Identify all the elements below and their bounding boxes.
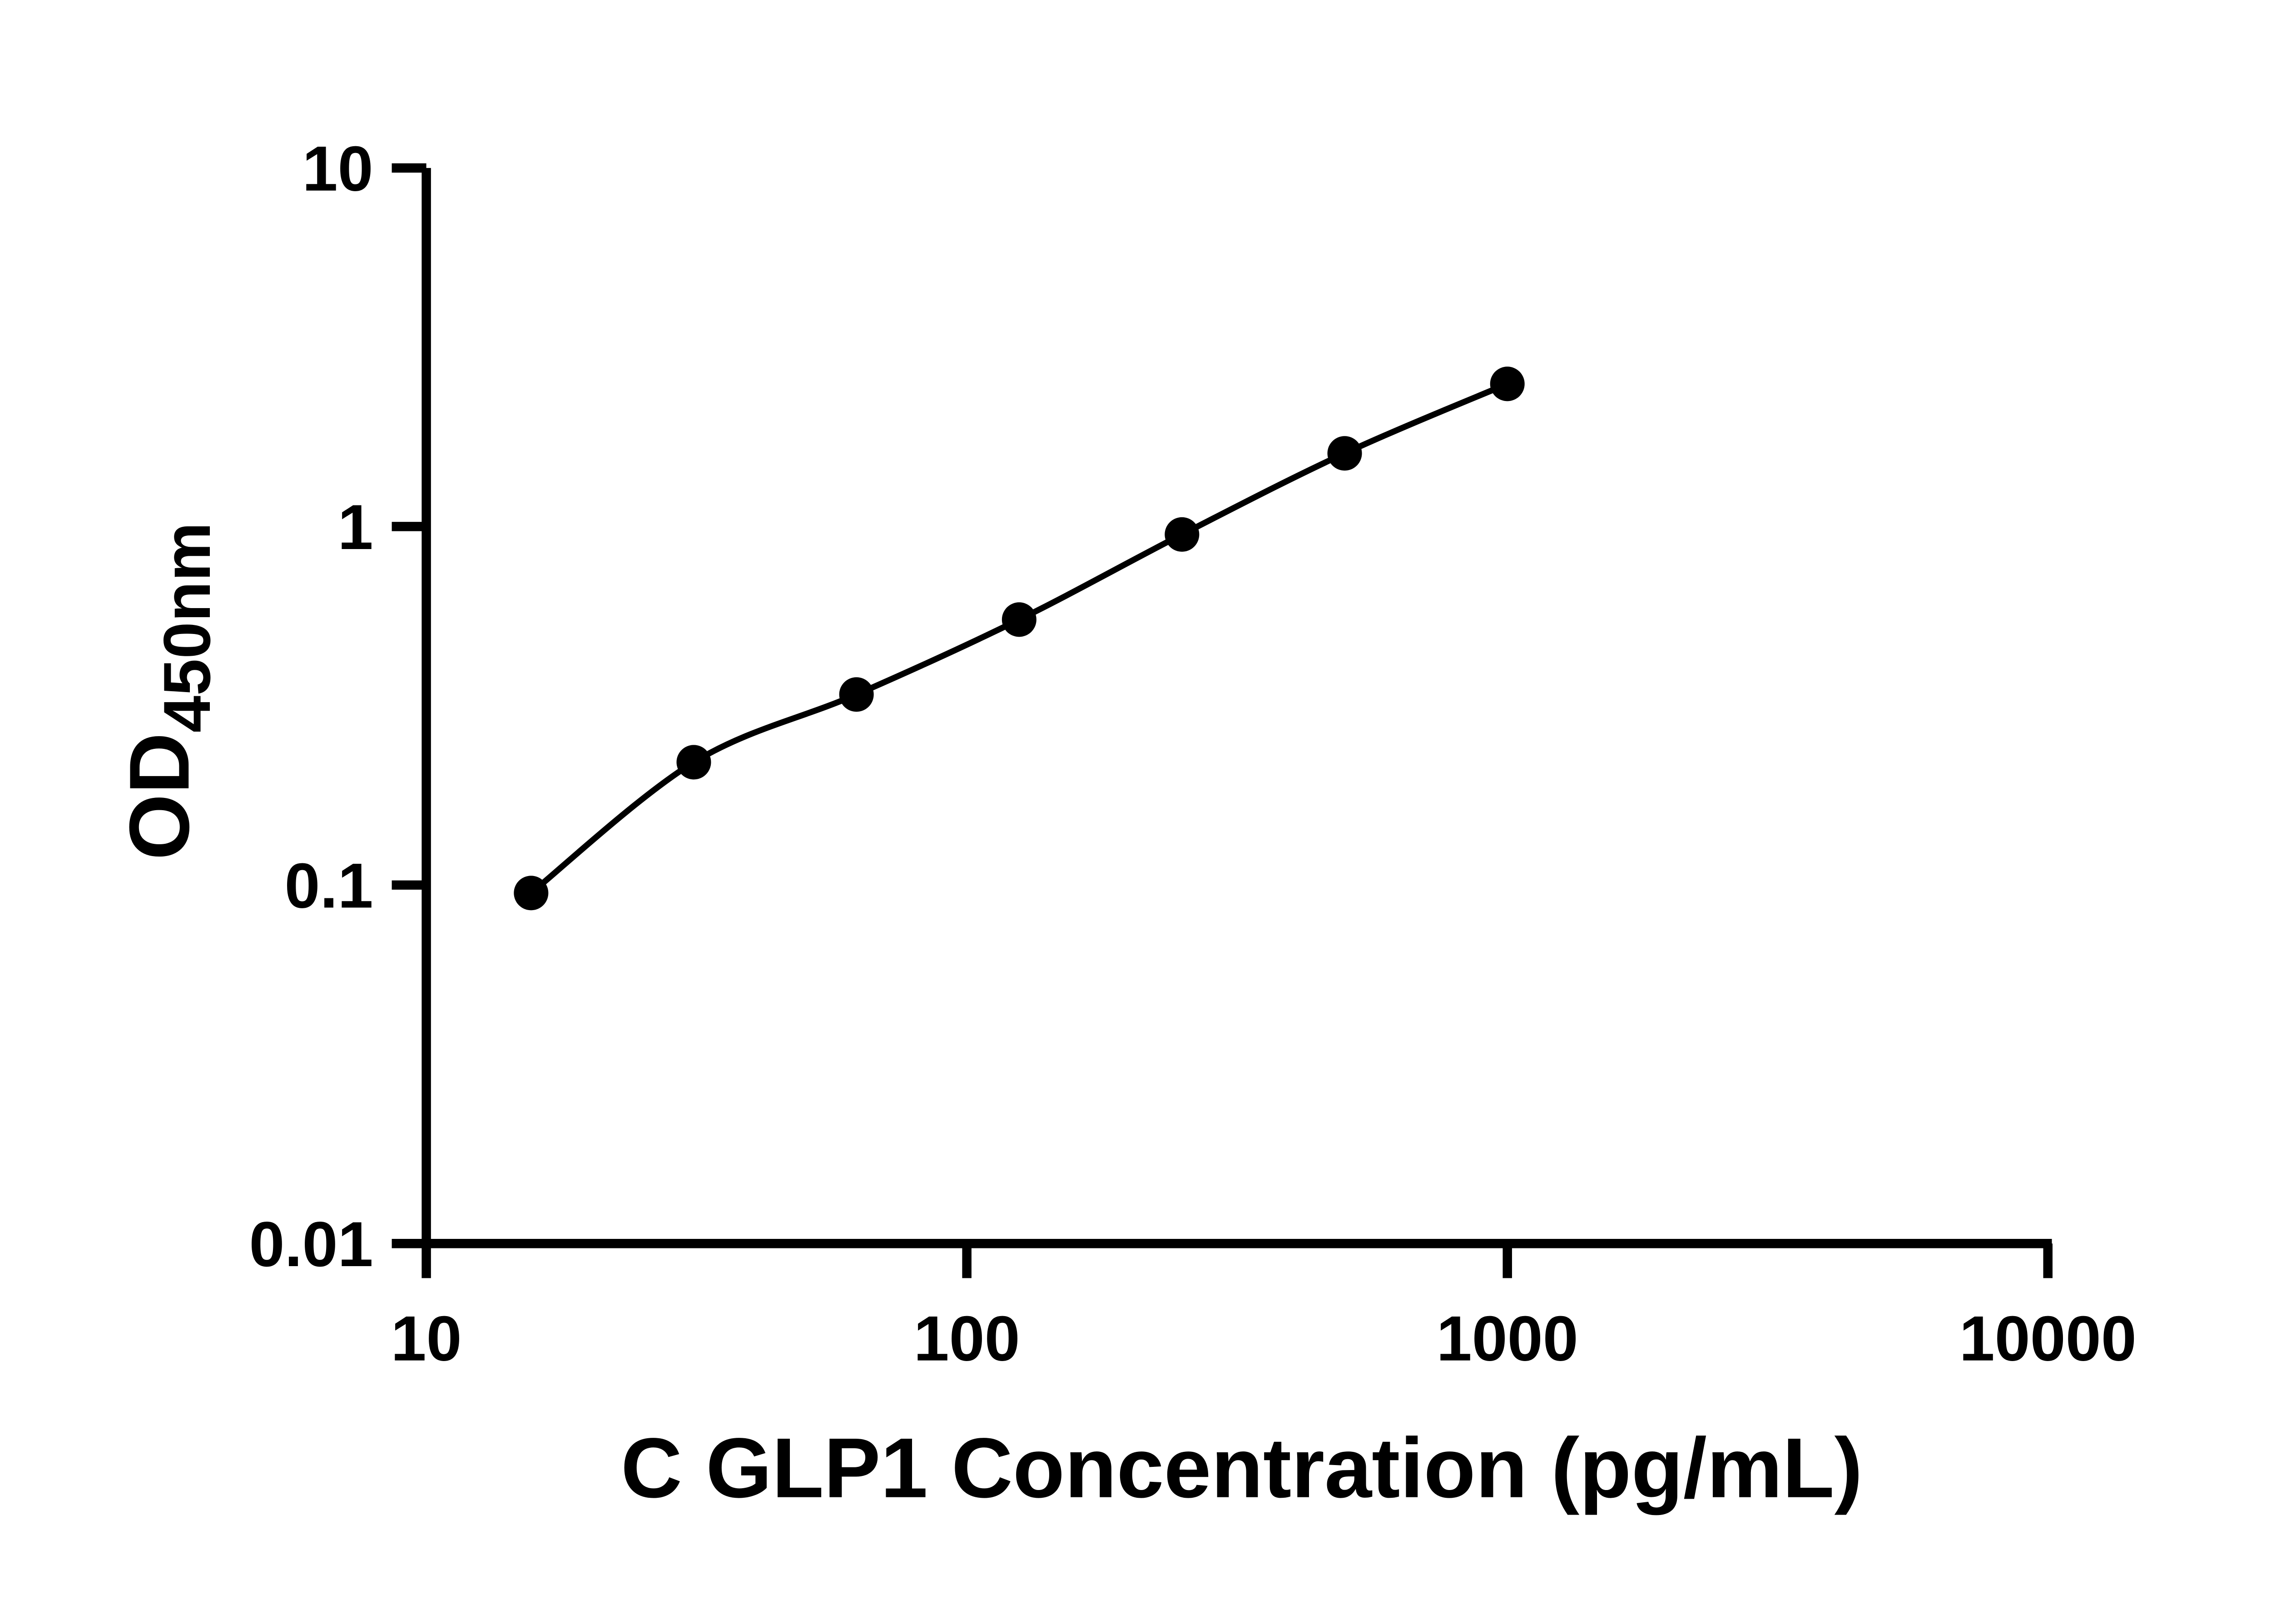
x-axis-tick-label: 100 bbox=[914, 1303, 1020, 1374]
fit-line bbox=[529, 381, 1509, 896]
y-axis-tick-label: 0.01 bbox=[249, 1208, 373, 1280]
y-axis-title-main: OD bbox=[112, 733, 207, 860]
x-axis-tick-label: 10000 bbox=[1959, 1303, 2137, 1374]
data-point bbox=[514, 876, 549, 911]
data-point bbox=[676, 745, 711, 780]
data-point bbox=[839, 677, 874, 712]
x-axis-title: C GLP1 Concentration (pg/mL) bbox=[621, 1421, 1863, 1515]
plot-area: 10 1 0.1 0.01 10 100 1000 10000 bbox=[249, 133, 2136, 1374]
y-axis-tick-label: 0.1 bbox=[285, 850, 373, 921]
data-point bbox=[1002, 602, 1036, 637]
axes-frame bbox=[421, 168, 2052, 1248]
data-point bbox=[1327, 436, 1362, 471]
y-axis-tick-label: 1 bbox=[338, 491, 373, 563]
x-axis-tick-label: 1000 bbox=[1437, 1303, 1578, 1374]
y-axis-title: OD450nm bbox=[112, 522, 224, 860]
y-axis-title-subscript: 450nm bbox=[150, 522, 224, 733]
data-point bbox=[1165, 517, 1200, 552]
data-point bbox=[1490, 366, 1525, 401]
x-axis-tick-label: 10 bbox=[391, 1303, 462, 1374]
y-axis-tick-label: 10 bbox=[302, 133, 373, 204]
